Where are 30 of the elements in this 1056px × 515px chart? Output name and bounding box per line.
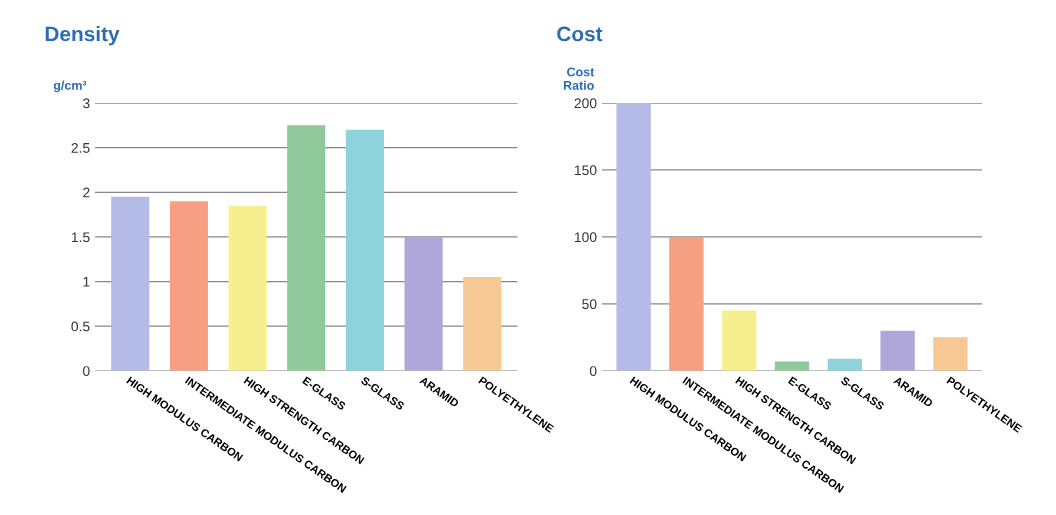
bar (933, 337, 968, 371)
y-tick-label: 3 (82, 98, 90, 109)
y-tick-label: 50 (582, 299, 597, 310)
y-tick-label: 0.5 (71, 321, 90, 332)
bar (404, 236, 443, 371)
bar (111, 196, 150, 371)
y-tick-label: 0 (589, 366, 597, 376)
y-axis-title: g/cm³ (53, 80, 87, 93)
bar (345, 129, 384, 371)
y-tick-label: 1.5 (71, 232, 90, 243)
bar (169, 201, 208, 371)
y-tick-label: 2 (83, 187, 90, 198)
bar (880, 330, 915, 371)
y-tick-label: 0 (83, 366, 90, 376)
bar (722, 310, 757, 371)
y-tick-label: 200 (574, 98, 597, 109)
y-tick-label: 1 (83, 277, 90, 287)
bar (774, 361, 810, 371)
chart-title: Cost (557, 26, 603, 42)
bar (616, 103, 651, 371)
bar (228, 205, 267, 371)
bar (287, 125, 326, 371)
y-tick-label: 2.5 (71, 142, 90, 153)
bar (669, 236, 704, 371)
y-axis-title: Cost Ratio (563, 67, 595, 90)
y-tick-label: 150 (574, 165, 597, 176)
bar (827, 358, 862, 371)
y-tick-label: 100 (574, 232, 597, 243)
chart-title: Density (45, 26, 120, 46)
bar (463, 277, 502, 371)
